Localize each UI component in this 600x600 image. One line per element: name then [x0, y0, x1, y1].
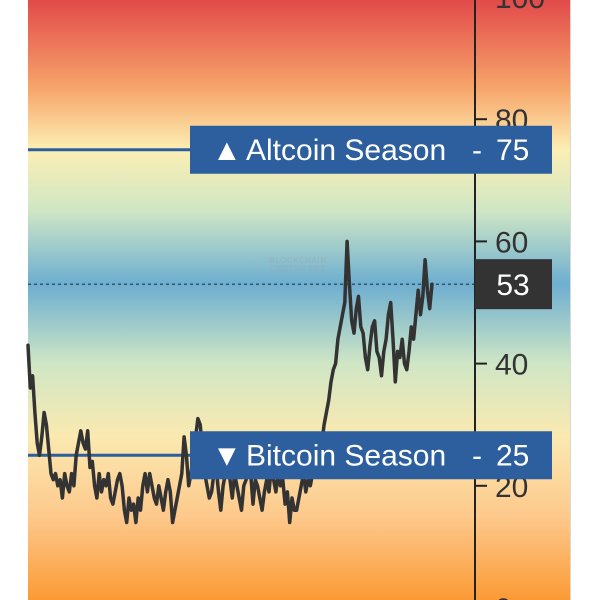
- banner-box: [190, 125, 552, 174]
- banner-label: Altcoin Season: [246, 134, 446, 167]
- y-tick-label: 100: [495, 0, 545, 15]
- watermark-text: BLOCKCHAIN: [269, 256, 326, 265]
- current-value-box: 53: [475, 259, 552, 310]
- y-tick-label: 60: [495, 226, 528, 259]
- banner-separator: -: [472, 439, 482, 472]
- y-tick-label: 40: [495, 349, 528, 382]
- banner-separator: -: [472, 134, 482, 167]
- banner-box: [190, 431, 552, 480]
- current-value-label: 53: [496, 269, 529, 302]
- banner-value: 75: [496, 134, 529, 167]
- threshold-banner: ▲ Altcoin Season -75: [190, 125, 552, 174]
- threshold-banner: ▼ Bitcoin Season -25: [190, 431, 552, 480]
- banner-arrow-icon: ▼: [212, 439, 242, 472]
- current-value-box-bg: [475, 259, 552, 310]
- banner-arrow-icon: ▲: [212, 134, 242, 167]
- threshold-banners: ▲ Altcoin Season -75▼ Bitcoin Season -25: [190, 125, 552, 480]
- banner-value: 25: [496, 439, 529, 472]
- y-tick-label: 0: [495, 593, 512, 600]
- series-line-altcoin-index: [26, 239, 434, 525]
- banner-label: Bitcoin Season: [246, 439, 446, 472]
- threshold-lines: [28, 148, 200, 457]
- watermark-text: CENTER.NET: [270, 264, 326, 273]
